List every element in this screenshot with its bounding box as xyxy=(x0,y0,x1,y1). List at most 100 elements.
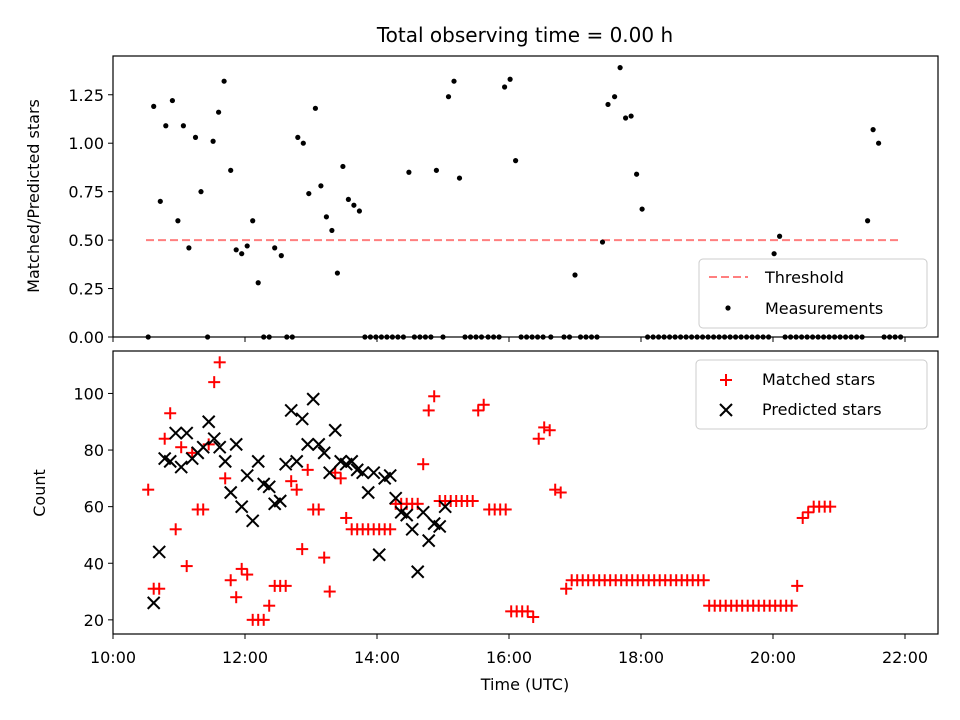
count-plot-frame xyxy=(112,350,939,635)
measurement-point xyxy=(192,134,199,140)
predicted-star-point xyxy=(163,454,177,469)
count-y-tick-label: 80 xyxy=(84,441,104,460)
measurement-points-layer xyxy=(145,65,904,340)
matched-star-point xyxy=(697,574,710,587)
measurement-point xyxy=(345,196,351,203)
ratio-y-tick-label: 0.00 xyxy=(68,328,104,347)
ratio-panel: Total observing time = 0.00 h Matched/Pr… xyxy=(24,23,939,347)
matched-star-point xyxy=(180,560,193,573)
matched-star-point xyxy=(290,483,303,496)
count-legend: Matched stars Predicted stars xyxy=(695,359,928,430)
matched-star-point xyxy=(230,591,243,604)
matched-star-point xyxy=(312,503,325,516)
legend-predicted-label: Predicted stars xyxy=(762,400,882,419)
matched-star-point xyxy=(153,582,166,595)
predicted-star-point xyxy=(168,426,183,440)
measurement-point xyxy=(572,272,578,278)
measurement-point xyxy=(198,189,204,195)
measurement-point xyxy=(356,208,362,214)
measurement-point xyxy=(599,239,606,245)
ratio-y-tick-label: 0.50 xyxy=(68,231,104,250)
count-x-tick-label: 20:00 xyxy=(750,648,796,667)
matched-star-point xyxy=(543,424,556,437)
measurement-point xyxy=(507,76,513,82)
matched-star-point xyxy=(472,404,485,417)
predicted-star-point xyxy=(322,465,337,480)
measurement-point xyxy=(628,113,634,119)
measurement-point xyxy=(351,202,357,208)
measurement-point xyxy=(300,140,306,146)
matched-star-point xyxy=(169,523,182,536)
predicted-star-point xyxy=(201,415,216,429)
predicted-star-point xyxy=(179,426,194,440)
predicted-star-point xyxy=(278,457,293,471)
predicted-star-point xyxy=(234,499,249,514)
predicted-star-point xyxy=(218,454,232,469)
matched-star-point xyxy=(796,511,809,524)
predicted-star-point xyxy=(240,468,254,483)
predicted-star-point xyxy=(295,412,309,426)
count-x-axis-label: Time (UTC) xyxy=(480,675,569,694)
measurement-point xyxy=(451,78,457,84)
matched-star-point xyxy=(791,579,804,592)
ratio-legend: Threshold Measurements xyxy=(698,258,928,329)
measurement-point xyxy=(456,175,463,181)
predicted-star-point xyxy=(229,437,243,452)
matched-star-point xyxy=(538,421,551,434)
predicted-star-point xyxy=(372,548,386,562)
measurement-point xyxy=(771,251,777,257)
matched-star-point xyxy=(417,458,430,471)
predicted-star-point xyxy=(438,499,452,514)
measurement-point xyxy=(513,158,519,164)
predicted-star-point xyxy=(251,454,265,469)
matched-star-point xyxy=(560,582,573,595)
matched-star-point xyxy=(340,511,353,524)
matched-star-point xyxy=(554,486,567,499)
matched-star-point xyxy=(477,398,490,411)
ratio-legend-box xyxy=(698,258,928,329)
predicted-star-point xyxy=(399,508,414,522)
measurement-point xyxy=(876,140,882,146)
matched-star-point xyxy=(257,613,270,626)
measurement-point xyxy=(445,94,452,100)
measurement-point xyxy=(221,78,227,84)
count-y-tick-label: 20 xyxy=(84,611,104,630)
matched-star-point xyxy=(186,446,199,459)
measurement-point xyxy=(250,218,256,224)
predicted-star-point xyxy=(416,505,430,520)
matched-star-point xyxy=(785,599,798,612)
legend-matched-label: Matched stars xyxy=(762,370,875,389)
predicted-star-point xyxy=(207,432,221,446)
measurement-point xyxy=(623,115,629,121)
measurement-point xyxy=(278,253,284,259)
matched-star-point xyxy=(527,611,540,624)
measurement-point xyxy=(216,109,222,115)
matched-star-point xyxy=(208,376,221,389)
matched-star-point xyxy=(213,356,226,369)
predicted-star-point xyxy=(273,494,287,508)
measurement-point xyxy=(312,105,318,111)
matched-star-point xyxy=(428,390,441,403)
matched-star-point xyxy=(175,441,188,454)
count-legend-box xyxy=(695,359,928,430)
measurement-point xyxy=(169,97,175,104)
count-x-tick-label: 14:00 xyxy=(354,648,400,667)
measurement-point xyxy=(244,243,250,249)
measurement-point xyxy=(329,227,335,234)
ratio-y-tick-label: 0.25 xyxy=(68,280,104,299)
predicted-star-point xyxy=(328,423,342,437)
measurement-point xyxy=(865,218,871,224)
matched-star-point xyxy=(549,483,562,496)
measurement-point xyxy=(502,84,508,90)
measurement-point xyxy=(233,247,239,253)
measurement-point xyxy=(605,101,611,108)
predicted-star-point xyxy=(432,519,447,534)
measurement-point xyxy=(175,218,181,224)
measurement-point xyxy=(340,163,346,170)
measurement-point xyxy=(151,103,157,109)
count-x-tick-label: 10:00 xyxy=(90,648,136,667)
legend-predicted-swatch xyxy=(719,403,733,417)
matched-star-point xyxy=(158,432,171,445)
ratio-plot-frame xyxy=(112,55,939,338)
matched-star-point xyxy=(285,475,298,488)
